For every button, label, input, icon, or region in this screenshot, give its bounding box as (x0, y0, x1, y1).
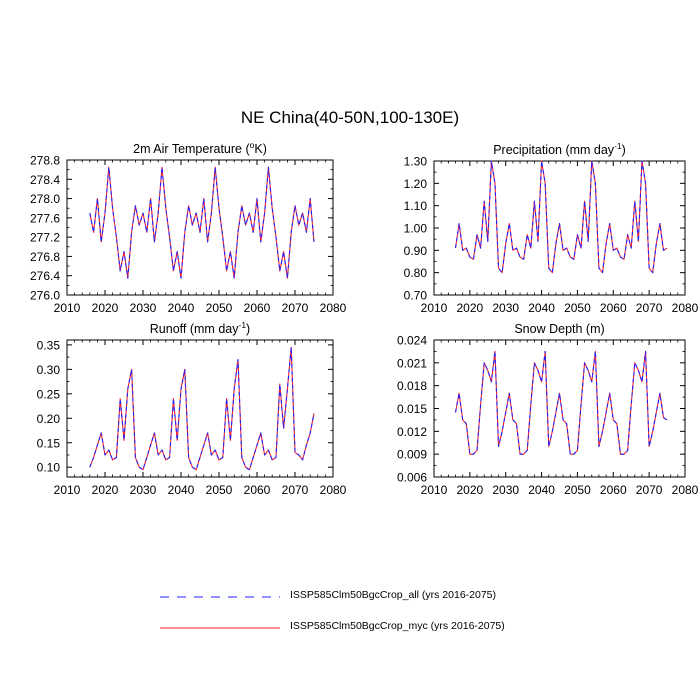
panel-0-xtick-label: 2040 (168, 301, 195, 315)
panel-1-xtick-label: 2050 (564, 301, 591, 315)
panel-1-xtick-label: 2030 (492, 301, 519, 315)
panel-3-ytick-label: 0.012 (397, 425, 427, 439)
panel-3-ytick-label: 0.018 (397, 379, 427, 393)
legend-swatch-myc (160, 627, 280, 629)
panel-2-xtick-label: 2040 (168, 483, 195, 497)
panel-0-ytick-label: 276.4 (30, 269, 60, 283)
legend-swatch-all (160, 596, 280, 598)
panel-3-xtick-label: 2070 (636, 483, 663, 497)
panel-0-series-all (89, 166, 315, 279)
panel-3-ytick-label: 0.021 (397, 356, 427, 370)
panel-1-xtick-label: 2020 (457, 301, 484, 315)
panel-1-ytick-label: 1.30 (404, 155, 428, 169)
panel-1-ytick-label: 1.00 (404, 222, 428, 236)
panel-2-xtick-label: 2030 (130, 483, 157, 497)
panel-2-ytick-label: 0.25 (37, 387, 61, 401)
panel-2-ytick-label: 0.20 (37, 412, 61, 426)
panel-2-ytick-label: 0.15 (37, 436, 61, 450)
legend-label-myc: ISSP585Clm50BgcCrop_myc (yrs 2016-2075) (290, 620, 505, 632)
panel-2-ytick-label: 0.30 (37, 363, 61, 377)
panel-1-title: Precipitation (mm day-1) (493, 141, 626, 157)
panel-2-xtick-label: 2050 (206, 483, 233, 497)
panel-0-title: 2m Air Temperature (oK) (133, 140, 267, 156)
panel-1-ytick-label: 1.10 (404, 199, 428, 213)
panel-2-ytick-label: 0.10 (37, 461, 61, 475)
panel-1-ytick-label: 0.90 (404, 244, 428, 258)
panel-2-xtick-label: 2020 (92, 483, 119, 497)
panel-1-xtick-label: 2040 (528, 301, 555, 315)
panel-0-xtick-label: 2080 (320, 301, 347, 315)
panel-3-xtick-label: 2050 (564, 483, 591, 497)
panel-1-xtick-label: 2010 (421, 301, 448, 315)
panel-0-series-myc (89, 166, 315, 279)
panel-3-xtick-label: 2020 (457, 483, 484, 497)
panel-3-title: Snow Depth (m) (514, 322, 604, 336)
panel-0-ytick-label: 277.6 (30, 211, 60, 225)
panel-3-ytick-label: 0.024 (397, 334, 427, 348)
panel-2-ytick-label: 0.35 (37, 338, 61, 352)
panel-2-title: Runoff (mm day-1) (150, 320, 250, 336)
panel-2-xtick-label: 2060 (244, 483, 271, 497)
panel-0-ytick-label: 277.2 (30, 231, 60, 245)
figure-title: NE China(40-50N,100-130E) (240, 108, 460, 127)
panel-0-xtick-label: 2010 (54, 301, 81, 315)
panel-3-xtick-label: 2010 (421, 483, 448, 497)
panel-3-ytick-label: 0.006 (397, 471, 427, 485)
panel-3-series-all (454, 350, 668, 455)
panel-0-xtick-label: 2070 (282, 301, 309, 315)
panel-0-xtick-label: 2060 (244, 301, 271, 315)
panel-2-xtick-label: 2010 (54, 483, 81, 497)
panel-0-ytick-label: 278.0 (30, 192, 60, 206)
panel-1-series-all (454, 160, 668, 274)
panel-0-ytick-label: 276.0 (30, 289, 60, 303)
panel-0-ytick-label: 278.4 (30, 173, 60, 187)
panel-1-xtick-label: 2080 (672, 301, 699, 315)
panel-0-xtick-label: 2050 (206, 301, 233, 315)
panel-2-series-all (89, 346, 315, 471)
panel-2-frame (66, 339, 334, 478)
panel-3-ytick-label: 0.015 (397, 402, 427, 416)
panel-1-ytick-label: 1.20 (404, 177, 428, 191)
panel-2-xtick-label: 2080 (320, 483, 347, 497)
panel-3-xtick-label: 2030 (492, 483, 519, 497)
panel-1-ytick-label: 0.70 (404, 289, 428, 303)
panel-0-ytick-label: 278.8 (30, 154, 60, 168)
panel-1-series-myc (454, 160, 668, 274)
legend-label-all: ISSP585Clm50BgcCrop_all (yrs 2016-2075) (290, 589, 497, 601)
panel-1-ytick-label: 0.80 (404, 266, 428, 280)
panel-3-ytick-label: 0.009 (397, 448, 427, 462)
panel-3-xtick-label: 2060 (600, 483, 627, 497)
panel-0-xtick-label: 2020 (92, 301, 119, 315)
panel-3-xtick-label: 2080 (672, 483, 699, 497)
panel-0-ytick-label: 276.8 (30, 250, 60, 264)
panel-1-xtick-label: 2070 (636, 301, 663, 315)
panel-2-xtick-label: 2070 (282, 483, 309, 497)
panel-0-xtick-label: 2030 (130, 301, 157, 315)
panel-3-xtick-label: 2040 (528, 483, 555, 497)
panel-1-xtick-label: 2060 (600, 301, 627, 315)
